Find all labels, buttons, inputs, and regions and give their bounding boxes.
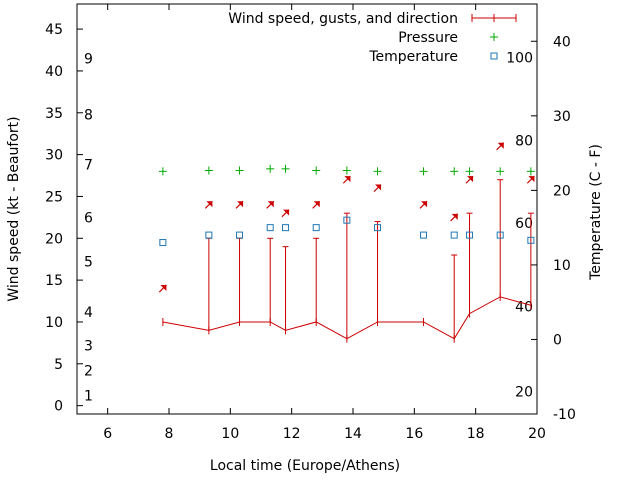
- y-left-tick-label: 45: [45, 22, 63, 38]
- wind-direction-arrowhead: [451, 213, 458, 220]
- y-axis-left-label: Wind speed (kt - Beaufort): [6, 116, 22, 301]
- y-right-tick-label: 10: [553, 258, 571, 274]
- beaufort-label: 6: [84, 210, 93, 226]
- temperature-point: [496, 231, 504, 239]
- tick-layer: 6 8 10 12 14 16 18 20051015202530354045-1001020…: [45, 4, 576, 442]
- temperature-point: [450, 231, 458, 239]
- y-left-tick-label: 25: [45, 189, 63, 205]
- x-tick-label: 8: [165, 426, 174, 442]
- x-tick-label: 6: [103, 426, 112, 442]
- x-axis-label: Local time (Europe/Athens): [210, 458, 400, 474]
- temperature-point: [266, 224, 274, 232]
- y-axis-right-label: Temperature (C - F): [588, 144, 604, 281]
- wind-direction-arrowhead: [160, 284, 167, 291]
- series-layer: [158, 142, 535, 343]
- wind-direction-arrowhead: [313, 201, 320, 208]
- wind-direction-arrowhead: [237, 201, 244, 208]
- wind-direction-arrowhead: [375, 184, 382, 191]
- legend-label: Pressure: [398, 30, 458, 46]
- temperature-point: [374, 224, 382, 232]
- wind-direction-arrowhead: [497, 142, 504, 149]
- wind-direction-arrowhead: [206, 201, 213, 208]
- y-right-tick-label: -10: [553, 407, 576, 423]
- beaufort-label: 2: [84, 363, 93, 379]
- y-left-tick-label: 10: [45, 315, 63, 331]
- beaufort-label: 9: [84, 51, 93, 67]
- fahrenheit-label: 80: [515, 133, 533, 149]
- legend-label: Wind speed, gusts, and direction: [228, 11, 458, 27]
- y-left-tick-label: 5: [54, 357, 63, 373]
- y-right-tick-label: 0: [553, 332, 562, 348]
- y-left-tick-label: 15: [45, 273, 63, 289]
- beaufort-label: 1: [84, 389, 93, 405]
- wind-direction-arrowhead: [467, 176, 474, 183]
- plot-frame: [76, 3, 538, 415]
- x-tick-label: 16: [405, 426, 423, 442]
- fahrenheit-label: 60: [515, 216, 533, 232]
- legend-temperature-swatch: [490, 52, 498, 60]
- x-tick-label: 20: [528, 426, 546, 442]
- beaufort-label: 5: [84, 255, 93, 271]
- beaufort-label: 7: [84, 158, 93, 174]
- legend-label: Temperature: [368, 49, 458, 65]
- temperature-point: [205, 231, 213, 239]
- wind-direction-arrowhead: [528, 176, 535, 183]
- wind-direction-arrowhead: [283, 209, 290, 216]
- temperature-point: [282, 224, 290, 232]
- wind-direction-arrowhead: [421, 201, 428, 208]
- fahrenheit-label: 100: [506, 51, 533, 67]
- y-left-tick-label: 0: [54, 399, 63, 415]
- beaufort-label: 4: [84, 305, 93, 321]
- x-tick-label: 14: [344, 426, 362, 442]
- y-left-tick-label: 30: [45, 148, 63, 164]
- y-left-tick-label: 20: [45, 231, 63, 247]
- fahrenheit-label: 40: [515, 300, 533, 316]
- x-tick-label: 12: [283, 426, 301, 442]
- x-tick-label: 18: [467, 426, 485, 442]
- beaufort-label: 3: [84, 338, 93, 354]
- y-right-tick-label: 40: [553, 34, 571, 50]
- temperature-point: [466, 231, 474, 239]
- temperature-point: [527, 236, 535, 244]
- legend: Wind speed, gusts, and direction Pressure…: [228, 11, 517, 65]
- y-right-tick-label: 20: [553, 183, 571, 199]
- y-right-tick-label: 30: [553, 109, 571, 125]
- x-tick-label: 10: [221, 426, 239, 442]
- temperature-point: [343, 216, 351, 224]
- wind-direction-arrowhead: [344, 176, 351, 183]
- temperature-point: [420, 231, 428, 239]
- temperature-point: [159, 239, 167, 247]
- wind-direction-arrowhead: [267, 201, 274, 208]
- temperature-point: [312, 224, 320, 232]
- y-left-tick-label: 35: [45, 106, 63, 122]
- y-left-tick-label: 40: [45, 64, 63, 80]
- temperature-point: [236, 231, 244, 239]
- beaufort-label: 8: [84, 107, 93, 123]
- fahrenheit-label: 20: [515, 385, 533, 401]
